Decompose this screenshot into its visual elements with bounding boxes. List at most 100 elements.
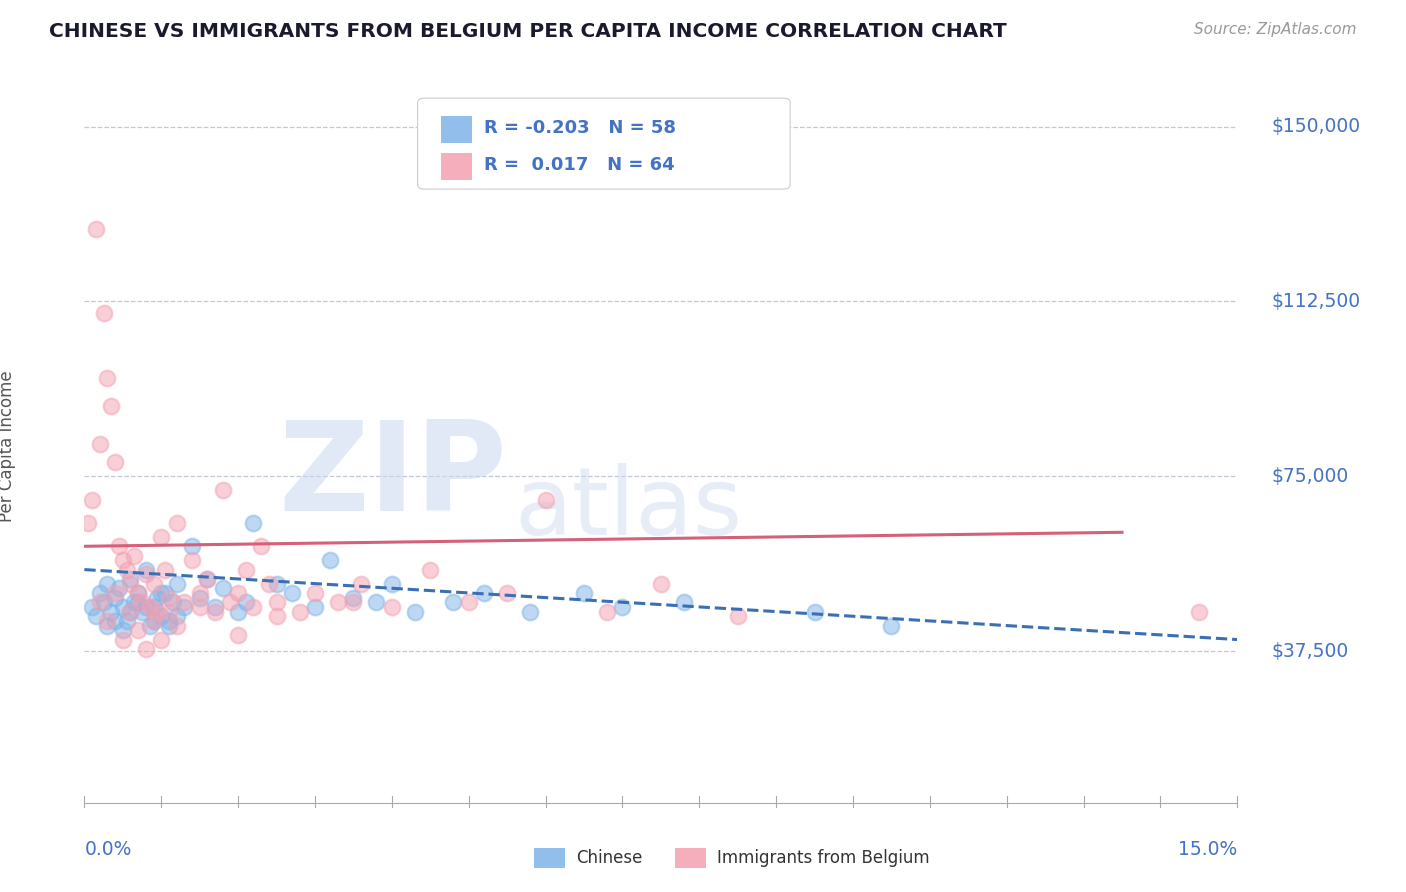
Point [157,591,180,605]
Text: $37,500: $37,500 [1272,641,1350,661]
Point [131,595,153,609]
Text: $75,000: $75,000 [1272,467,1350,486]
Point [242,516,264,530]
Point [153,563,176,577]
Point [100,400,122,414]
Text: 0.0%: 0.0% [84,840,132,859]
Point [266,609,288,624]
Point [120,576,142,591]
Point [188,591,211,605]
Point [441,595,464,609]
Point [111,553,134,567]
Point [304,586,326,600]
Point [166,609,188,624]
Point [108,539,131,553]
Point [135,563,157,577]
Point [181,539,204,553]
Point [226,628,249,642]
Point [104,455,127,469]
Text: 15.0%: 15.0% [1178,840,1237,859]
Point [127,624,149,638]
Point [89,595,111,609]
Point [173,595,195,609]
Point [727,609,749,624]
Point [157,614,180,628]
Point [226,586,249,600]
Text: ZIP: ZIP [278,416,508,537]
Point [111,599,134,614]
Point [596,605,619,619]
Point [534,492,557,507]
Point [153,586,176,600]
Point [124,549,146,563]
Point [142,576,165,591]
Point [142,599,165,614]
Text: $112,500: $112,500 [1272,292,1361,311]
Point [84,222,107,236]
Point [235,563,257,577]
Point [188,599,211,614]
Text: Per Capita Income: Per Capita Income [0,370,17,522]
Point [104,614,127,628]
Point [120,605,142,619]
Point [381,599,404,614]
Point [166,576,188,591]
Text: Immigrants from Belgium: Immigrants from Belgium [717,849,929,867]
Text: $150,000: $150,000 [1272,117,1361,136]
Point [89,586,111,600]
Point [381,576,404,591]
Point [195,572,218,586]
Point [108,581,131,595]
Point [235,595,257,609]
Point [195,572,218,586]
Point [120,572,142,586]
Text: Chinese: Chinese [576,849,643,867]
Point [135,641,157,656]
Point [93,595,115,609]
Point [266,595,288,609]
Point [173,599,195,614]
Point [319,553,342,567]
Point [131,605,153,619]
Point [496,586,519,600]
Point [257,576,280,591]
Point [120,605,142,619]
Point [80,599,103,614]
Point [166,618,188,632]
Point [157,618,180,632]
Point [650,576,672,591]
Point [127,586,149,600]
Point [142,614,165,628]
Point [127,586,149,600]
Point [115,614,138,628]
Point [366,595,388,609]
Point [124,595,146,609]
Point [404,605,426,619]
Point [288,605,311,619]
Point [104,586,127,600]
Point [138,599,160,614]
Point [519,605,541,619]
Point [612,599,634,614]
Point [138,618,160,632]
Point [84,609,107,624]
Point [672,595,695,609]
Point [150,586,173,600]
Point [127,595,149,609]
Point [162,595,184,609]
Point [135,599,157,614]
Point [1188,605,1211,619]
Point [115,563,138,577]
Point [96,614,118,628]
Point [219,595,242,609]
Text: atlas: atlas [515,463,742,555]
Point [242,599,264,614]
Point [419,563,441,577]
Text: R =  0.017   N = 64: R = 0.017 N = 64 [484,156,675,174]
Point [77,516,100,530]
Point [188,586,211,600]
Point [281,586,304,600]
Point [472,586,495,600]
Point [111,624,134,638]
Point [304,599,326,614]
